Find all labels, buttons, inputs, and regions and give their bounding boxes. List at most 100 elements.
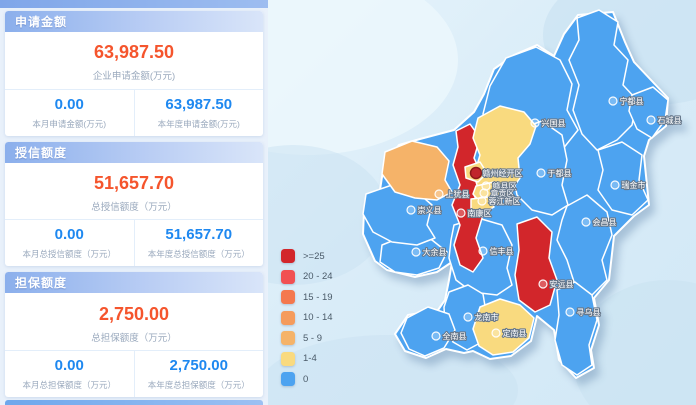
region-label-dot: [463, 312, 473, 322]
region-label-全南县: 全南县: [443, 331, 467, 341]
legend-label: 20 - 24: [303, 271, 333, 282]
region-label-上犹县: 上犹县: [446, 189, 470, 199]
primary-stat: 63,987.50 企业申请金额(万元): [5, 32, 263, 89]
primary-value: 63,987.50: [93, 42, 175, 63]
legend-item: 10 - 14: [281, 310, 333, 325]
next-card-header-peek: [5, 400, 263, 405]
region-label-安远县: 安远县: [550, 279, 574, 289]
map-region-安远县[interactable]: [514, 216, 558, 313]
map-legend: >=25 20 - 24 15 - 19 10 - 14 5 - 9 1-4 0: [281, 249, 333, 393]
map-region-寻乌县[interactable]: [554, 281, 598, 376]
region-label-dot: [456, 208, 466, 218]
year-label: 本年度总授信额度（万元）: [147, 249, 250, 260]
map-region-宁都县[interactable]: [568, 9, 638, 151]
region-label-赣县区: 赣县区: [493, 181, 517, 191]
primary-label: 总授信额度（万元）: [91, 202, 177, 214]
card-header: 申请金额: [5, 11, 263, 32]
region-label-dot: [477, 196, 487, 206]
year-value: 2,750.00: [169, 357, 228, 375]
region-label-dot: [608, 96, 618, 106]
region-label-dot: [565, 307, 575, 317]
map-canvas[interactable]: 兴国县 宁都县 石城县 瑞金市 于都县 会昌县 寻乌县 信丰县 大余县 崇义县 上犹县 南康区 赣县区章…: [268, 0, 696, 405]
sub-stats-row: 0.00 本月总授信额度（万元） 51,657.70 本年度总授信额度（万元）: [5, 219, 264, 267]
legend-item: 5 - 9: [281, 331, 333, 345]
card-header: 担保额度: [5, 272, 263, 294]
card-header: 授信额度: [5, 141, 263, 163]
region-label-蓉江新区: 蓉江新区: [489, 196, 521, 206]
legend-swatch: [281, 331, 295, 345]
region-label-dot: [536, 168, 546, 178]
region-label-崇义县: 崇义县: [418, 206, 442, 215]
map-region-瑞金市[interactable]: [597, 141, 649, 216]
month-label: 本月申请金额(万元): [32, 118, 107, 129]
map-region-会昌县[interactable]: [556, 194, 613, 296]
legend-label: >=25: [303, 250, 325, 262]
year-value: 63,987.50: [165, 95, 233, 113]
sub-stats-row: 0.00 本月总担保额度（万元） 2,750.00 本年度总担保额度（万元）: [5, 350, 263, 398]
region-label-dot: [479, 188, 489, 198]
card-body: 63,987.50 企业申请金额(万元) 0.00 本月申请金额(万元) 63,…: [5, 32, 263, 136]
map-region-上犹县[interactable]: [381, 140, 453, 201]
region-label-dot: [530, 118, 540, 128]
region-label-章贡区: 章贡区: [491, 188, 515, 198]
legend-swatch: [281, 351, 295, 366]
card-title: 授信额度: [15, 145, 68, 160]
legend-swatch: [281, 372, 295, 386]
stat-card-application: 申请金额 63,987.50 企业申请金额(万元) 0.00 本月申请金额(万元…: [5, 11, 263, 136]
sub-stats-row: 0.00 本月申请金额(万元) 63,987.50 本年度申请金额(万元): [5, 88, 263, 136]
region-label-dot: [478, 246, 488, 256]
legend-label: 1-4: [303, 353, 317, 364]
stats-sidebar: 申请金额 63,987.50 企业申请金额(万元) 0.00 本月申请金额(万元…: [0, 0, 268, 405]
top-accent-bar: [0, 0, 268, 8]
month-label: 本月总授信额度（万元）: [22, 249, 116, 260]
legend-item: 20 - 24: [281, 269, 333, 284]
region-label-dot: [411, 247, 421, 257]
region-label-于都县: 于都县: [548, 169, 572, 178]
month-value: 0.00: [54, 95, 84, 113]
legend-item: >=25: [281, 249, 333, 263]
region-label-宁都县: 宁都县: [620, 96, 644, 106]
primary-stat: 51,657.70 总授信额度（万元）: [5, 163, 263, 220]
month-value: 0.00: [54, 226, 84, 244]
primary-value: 2,750.00: [98, 303, 170, 324]
legend-swatch: [281, 310, 295, 325]
month-stat: 0.00 本月申请金额(万元): [5, 90, 134, 136]
stat-card-guarantee: 担保额度 2,750.00 总担保额度（万元） 0.00 本月总担保额度（万元）…: [5, 272, 263, 398]
map-region-全南县[interactable]: [400, 306, 456, 357]
legend-label: 15 - 19: [303, 291, 333, 303]
scatter-marker-赣州经开区[interactable]: [469, 166, 483, 180]
year-stat: 51,657.70 本年度总授信额度（万元）: [133, 220, 264, 267]
year-value: 51,657.70: [165, 226, 233, 244]
region-label-兴国县: 兴国县: [542, 119, 566, 128]
map-region-石城县[interactable]: [628, 86, 669, 139]
card-body: 51,657.70 总授信额度（万元） 0.00 本月总授信额度（万元） 51,…: [5, 163, 263, 267]
region-label-定南县: 定南县: [503, 328, 527, 338]
year-label: 本年度总担保额度（万元）: [147, 380, 250, 391]
card-title: 担保额度: [15, 276, 68, 291]
region-label-dot: [646, 115, 656, 125]
card-body: 2,750.00 总担保额度（万元） 0.00 本月总担保额度（万元） 2,75…: [5, 293, 263, 398]
region-label-信丰县: 信丰县: [490, 246, 514, 256]
region-label-大余县: 大余县: [423, 247, 447, 257]
legend-swatch: [281, 249, 295, 263]
region-label-会昌县: 会昌县: [593, 217, 617, 227]
primary-label: 企业申请金额(万元): [92, 71, 176, 83]
card-title: 申请金额: [15, 15, 68, 29]
region-label-dot: [581, 217, 591, 227]
legend-item: 15 - 19: [281, 290, 333, 304]
region-label-龙南市: 龙南市: [475, 312, 499, 322]
region-label-dot: [610, 180, 620, 190]
year-label: 本年度申请金额(万元): [157, 118, 240, 129]
legend-swatch: [281, 269, 295, 284]
map-region-赣县区[interactable]: [472, 105, 537, 206]
region-label-寻乌县: 寻乌县: [577, 307, 601, 317]
legend-item: 1-4: [281, 351, 333, 366]
map-region-定南县[interactable]: [472, 298, 535, 356]
region-label-dot: [491, 328, 501, 338]
region-label-dot: [434, 189, 444, 199]
region-label-瑞金市: 瑞金市: [622, 180, 646, 190]
region-label-dot: [431, 331, 441, 341]
map-region-南康区[interactable]: [451, 123, 484, 273]
